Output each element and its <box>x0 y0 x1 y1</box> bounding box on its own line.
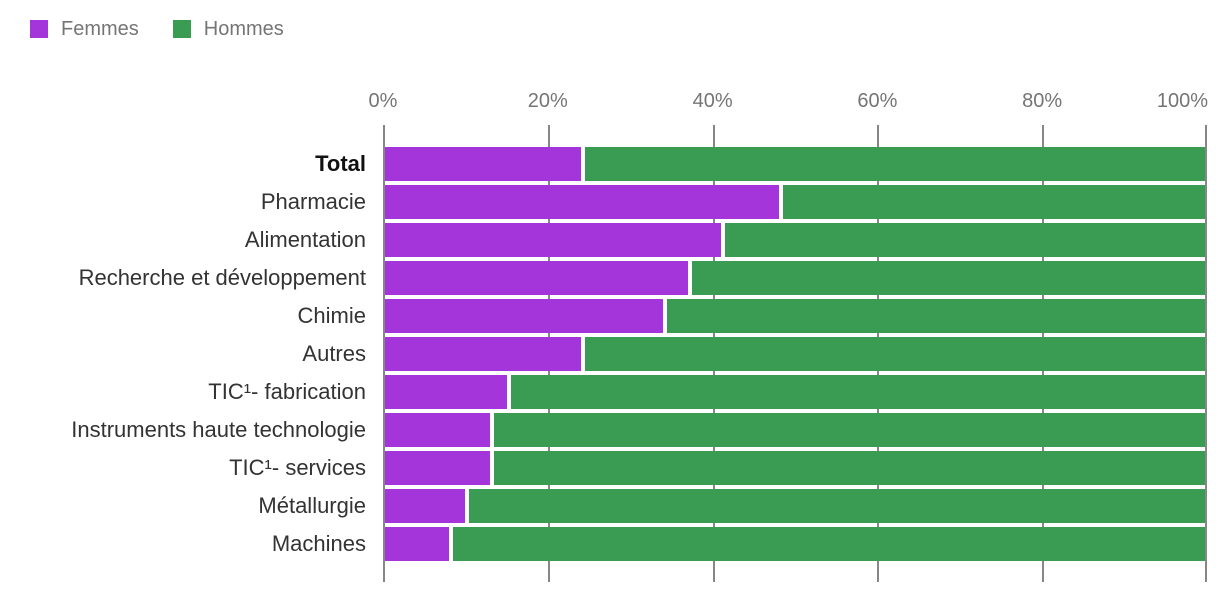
category-label: Chimie <box>297 303 366 328</box>
bar-row <box>383 413 1207 447</box>
bar-segment-hommes[interactable] <box>691 261 1205 295</box>
bar-segment-femmes[interactable] <box>385 337 581 371</box>
x-axis-tick-label: 60% <box>857 90 898 112</box>
bar-row <box>383 299 1207 333</box>
category-label: Recherche et développement <box>78 265 366 290</box>
bar-row <box>383 185 1207 219</box>
bar-segment-hommes[interactable] <box>782 185 1205 219</box>
category-label: Alimentation <box>244 227 366 252</box>
bar-segment-hommes[interactable] <box>584 147 1205 181</box>
bar-segment-femmes[interactable] <box>385 147 581 181</box>
bar-segment-femmes[interactable] <box>385 223 721 257</box>
category-label: TIC¹- services <box>229 455 366 480</box>
plot-area <box>383 125 1207 582</box>
bar-segment-femmes[interactable] <box>385 261 688 295</box>
legend-item-femmes: Femmes <box>30 18 139 41</box>
legend-item-hommes: Hommes <box>172 17 284 41</box>
bar-segment-femmes[interactable] <box>385 489 466 523</box>
legend-label-femmes: Femmes <box>61 17 139 40</box>
bar-segment-hommes[interactable] <box>494 451 1205 485</box>
bar-segment-hommes[interactable] <box>510 375 1205 409</box>
bar-segment-hommes[interactable] <box>667 299 1205 333</box>
x-axis-tick-label: 40% <box>692 90 733 112</box>
legend-label-hommes: Hommes <box>203 17 284 40</box>
x-axis-tick-label: 80% <box>1022 90 1063 112</box>
bar-row <box>383 489 1207 523</box>
x-axis-tick-label: 100% <box>1156 90 1208 112</box>
legend-swatch-femmes-icon <box>30 20 48 38</box>
bar-row <box>383 337 1207 371</box>
category-label: Métallurgie <box>258 493 366 518</box>
x-axis-tick-label: 0% <box>368 90 398 112</box>
x-axis-tick-label: 20% <box>527 90 568 112</box>
bar-row <box>383 261 1207 295</box>
category-label: Total <box>315 151 366 176</box>
bar-row <box>383 451 1207 485</box>
gridline <box>1205 125 1207 582</box>
bar-segment-hommes[interactable] <box>724 223 1205 257</box>
bar-segment-hommes[interactable] <box>469 489 1205 523</box>
category-label: Machines <box>271 531 366 556</box>
category-label: Autres <box>302 341 366 366</box>
bar-segment-hommes[interactable] <box>452 527 1205 561</box>
bar-row <box>383 223 1207 257</box>
legend-swatch-hommes-icon <box>172 20 191 38</box>
category-label: Pharmacie <box>260 189 366 214</box>
legend: Femmes Hommes <box>30 16 318 42</box>
bar-segment-hommes[interactable] <box>494 413 1205 447</box>
bar-segment-femmes[interactable] <box>385 375 507 409</box>
bar-segment-femmes[interactable] <box>385 451 491 485</box>
gridline <box>383 125 385 582</box>
category-label: Instruments haute technologie <box>71 417 366 442</box>
bar-segment-femmes[interactable] <box>385 299 664 333</box>
bar-segment-hommes[interactable] <box>584 337 1205 371</box>
bar-row <box>383 147 1207 181</box>
bar-segment-femmes[interactable] <box>385 413 491 447</box>
bar-row <box>383 375 1207 409</box>
category-label: TIC¹- fabrication <box>208 379 366 404</box>
bar-segment-femmes[interactable] <box>385 527 449 561</box>
bar-row <box>383 527 1207 561</box>
bar-segment-femmes[interactable] <box>385 185 779 219</box>
